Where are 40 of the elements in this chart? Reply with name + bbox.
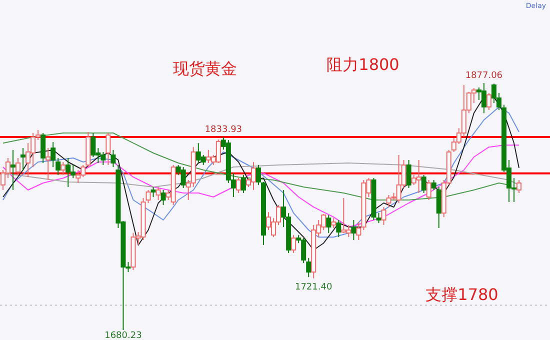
annotation: 1721.40 [294, 282, 332, 292]
candlestick [326, 214, 332, 234]
candlestick [406, 160, 412, 188]
candlestick [431, 179, 436, 190]
candlestick [291, 234, 296, 254]
candlestick [156, 186, 161, 201]
candlestick [331, 218, 336, 229]
candlestick [351, 219, 356, 241]
candlestick [421, 174, 426, 194]
candlestick [40, 132, 46, 164]
candlestick [20, 148, 26, 171]
candlestick [436, 186, 442, 229]
annotation: 支撑1780 [426, 285, 498, 304]
candlestick [46, 148, 51, 180]
candlestick [160, 189, 166, 206]
candlestick [10, 149, 16, 190]
candlestick [426, 179, 432, 201]
candlestick [16, 157, 21, 176]
candlestick [336, 219, 342, 238]
candlestick [50, 142, 56, 168]
annotation: 1833.93 [204, 125, 242, 136]
candlestick [486, 92, 492, 111]
candlestick [240, 174, 246, 194]
candlestick [236, 178, 241, 194]
candlestick [110, 149, 116, 168]
candlestick [146, 189, 151, 204]
candlestick [150, 186, 156, 198]
text: 阻力1800 [326, 55, 400, 74]
candlestick [516, 179, 522, 194]
candlestick [60, 162, 66, 176]
candlestick [381, 206, 386, 226]
candlestick [376, 212, 382, 224]
annotation: 1877.06 [465, 71, 503, 81]
candlestick [106, 132, 111, 166]
annotation: 1680.23 [104, 331, 142, 340]
candlestick [306, 258, 312, 278]
candlestick [256, 164, 261, 186]
candlestick [56, 157, 61, 176]
chart-title: 现货黄金 [173, 59, 237, 78]
candlestick [356, 221, 362, 241]
